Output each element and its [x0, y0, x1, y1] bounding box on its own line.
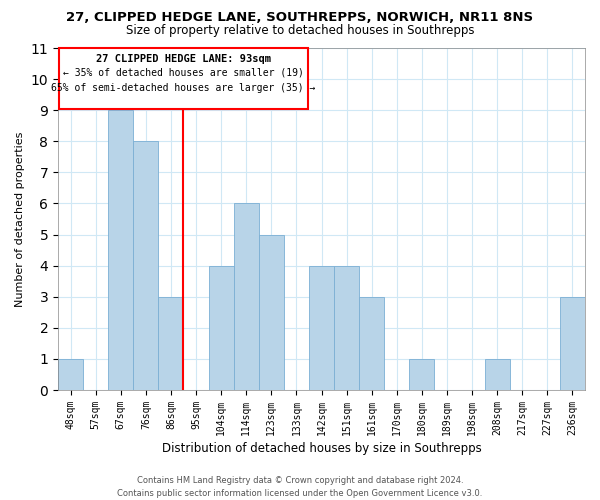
Text: 65% of semi-detached houses are larger (35) →: 65% of semi-detached houses are larger (… [52, 84, 316, 94]
FancyBboxPatch shape [59, 48, 308, 108]
Bar [485, 359, 510, 390]
Bar [158, 297, 184, 390]
Y-axis label: Number of detached properties: Number of detached properties [15, 132, 25, 306]
Bar [233, 204, 259, 390]
Bar [359, 297, 384, 390]
Bar [259, 234, 284, 390]
Bar [133, 142, 158, 390]
Text: 27, CLIPPED HEDGE LANE, SOUTHREPPS, NORWICH, NR11 8NS: 27, CLIPPED HEDGE LANE, SOUTHREPPS, NORW… [67, 11, 533, 24]
Text: ← 35% of detached houses are smaller (19): ← 35% of detached houses are smaller (19… [63, 68, 304, 78]
Text: Size of property relative to detached houses in Southrepps: Size of property relative to detached ho… [126, 24, 474, 37]
Bar [560, 297, 585, 390]
Bar [409, 359, 434, 390]
Text: Contains HM Land Registry data © Crown copyright and database right 2024.
Contai: Contains HM Land Registry data © Crown c… [118, 476, 482, 498]
Bar [209, 266, 233, 390]
Text: 27 CLIPPED HEDGE LANE: 93sqm: 27 CLIPPED HEDGE LANE: 93sqm [96, 54, 271, 64]
Bar [309, 266, 334, 390]
Bar [108, 110, 133, 390]
Bar [334, 266, 359, 390]
Bar [58, 359, 83, 390]
X-axis label: Distribution of detached houses by size in Southrepps: Distribution of detached houses by size … [161, 442, 481, 455]
